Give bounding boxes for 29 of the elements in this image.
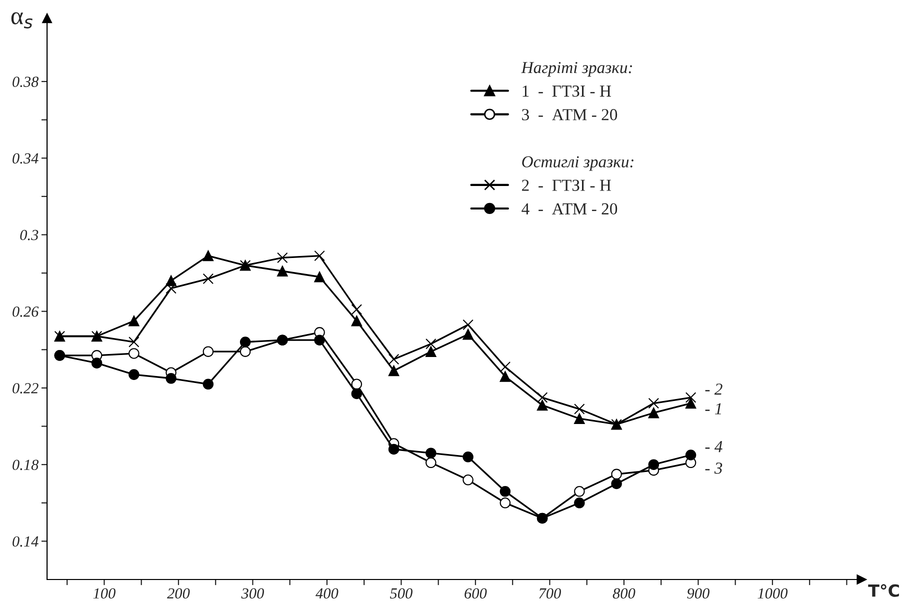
y-tick-label: 0.26 [12, 306, 39, 317]
x-tick-label: 100 [93, 588, 116, 599]
legend-label: 1 - ГТЗІ - Н [522, 86, 611, 97]
x-axis-title: T°C [868, 584, 899, 597]
annotation: - 1 [705, 403, 721, 414]
y-axis-title: α$_{s}$ [11, 12, 32, 28]
x-tick-label: 600 [464, 588, 487, 599]
annotation: - 3 [705, 462, 722, 474]
annotation: - 4 [705, 441, 722, 452]
legend-label: 4 - АТМ - 20 [522, 203, 618, 214]
y-tick-label: 0.38 [12, 76, 39, 88]
y-tick-label: 0.22 [12, 383, 38, 394]
y-tick-label: 0.34 [12, 153, 38, 164]
x-tick-label: 200 [167, 588, 190, 599]
legend-label: 3 - АТМ - 20 [522, 109, 618, 120]
x-tick-label: 500 [390, 588, 412, 599]
y-tick-label: 0.3 [20, 230, 38, 240]
x-tick-label: 700 [539, 588, 561, 599]
x-tick-label: 800 [612, 588, 636, 599]
annotation: Остиглі зразки: [522, 156, 634, 171]
annotation: Нагріті зразки: [521, 62, 632, 77]
y-tick-label: 0.18 [12, 460, 39, 470]
x-tick-label: 900 [687, 588, 710, 599]
y-tick-label: 0.14 [12, 536, 38, 547]
legend-label: 2 - ГТЗІ - Н [522, 180, 611, 191]
x-tick-label: 1000 [758, 588, 788, 599]
annotation: - 2 [705, 384, 722, 395]
x-tick-label: 400 [316, 588, 338, 599]
x-tick-label: 300 [241, 588, 264, 599]
